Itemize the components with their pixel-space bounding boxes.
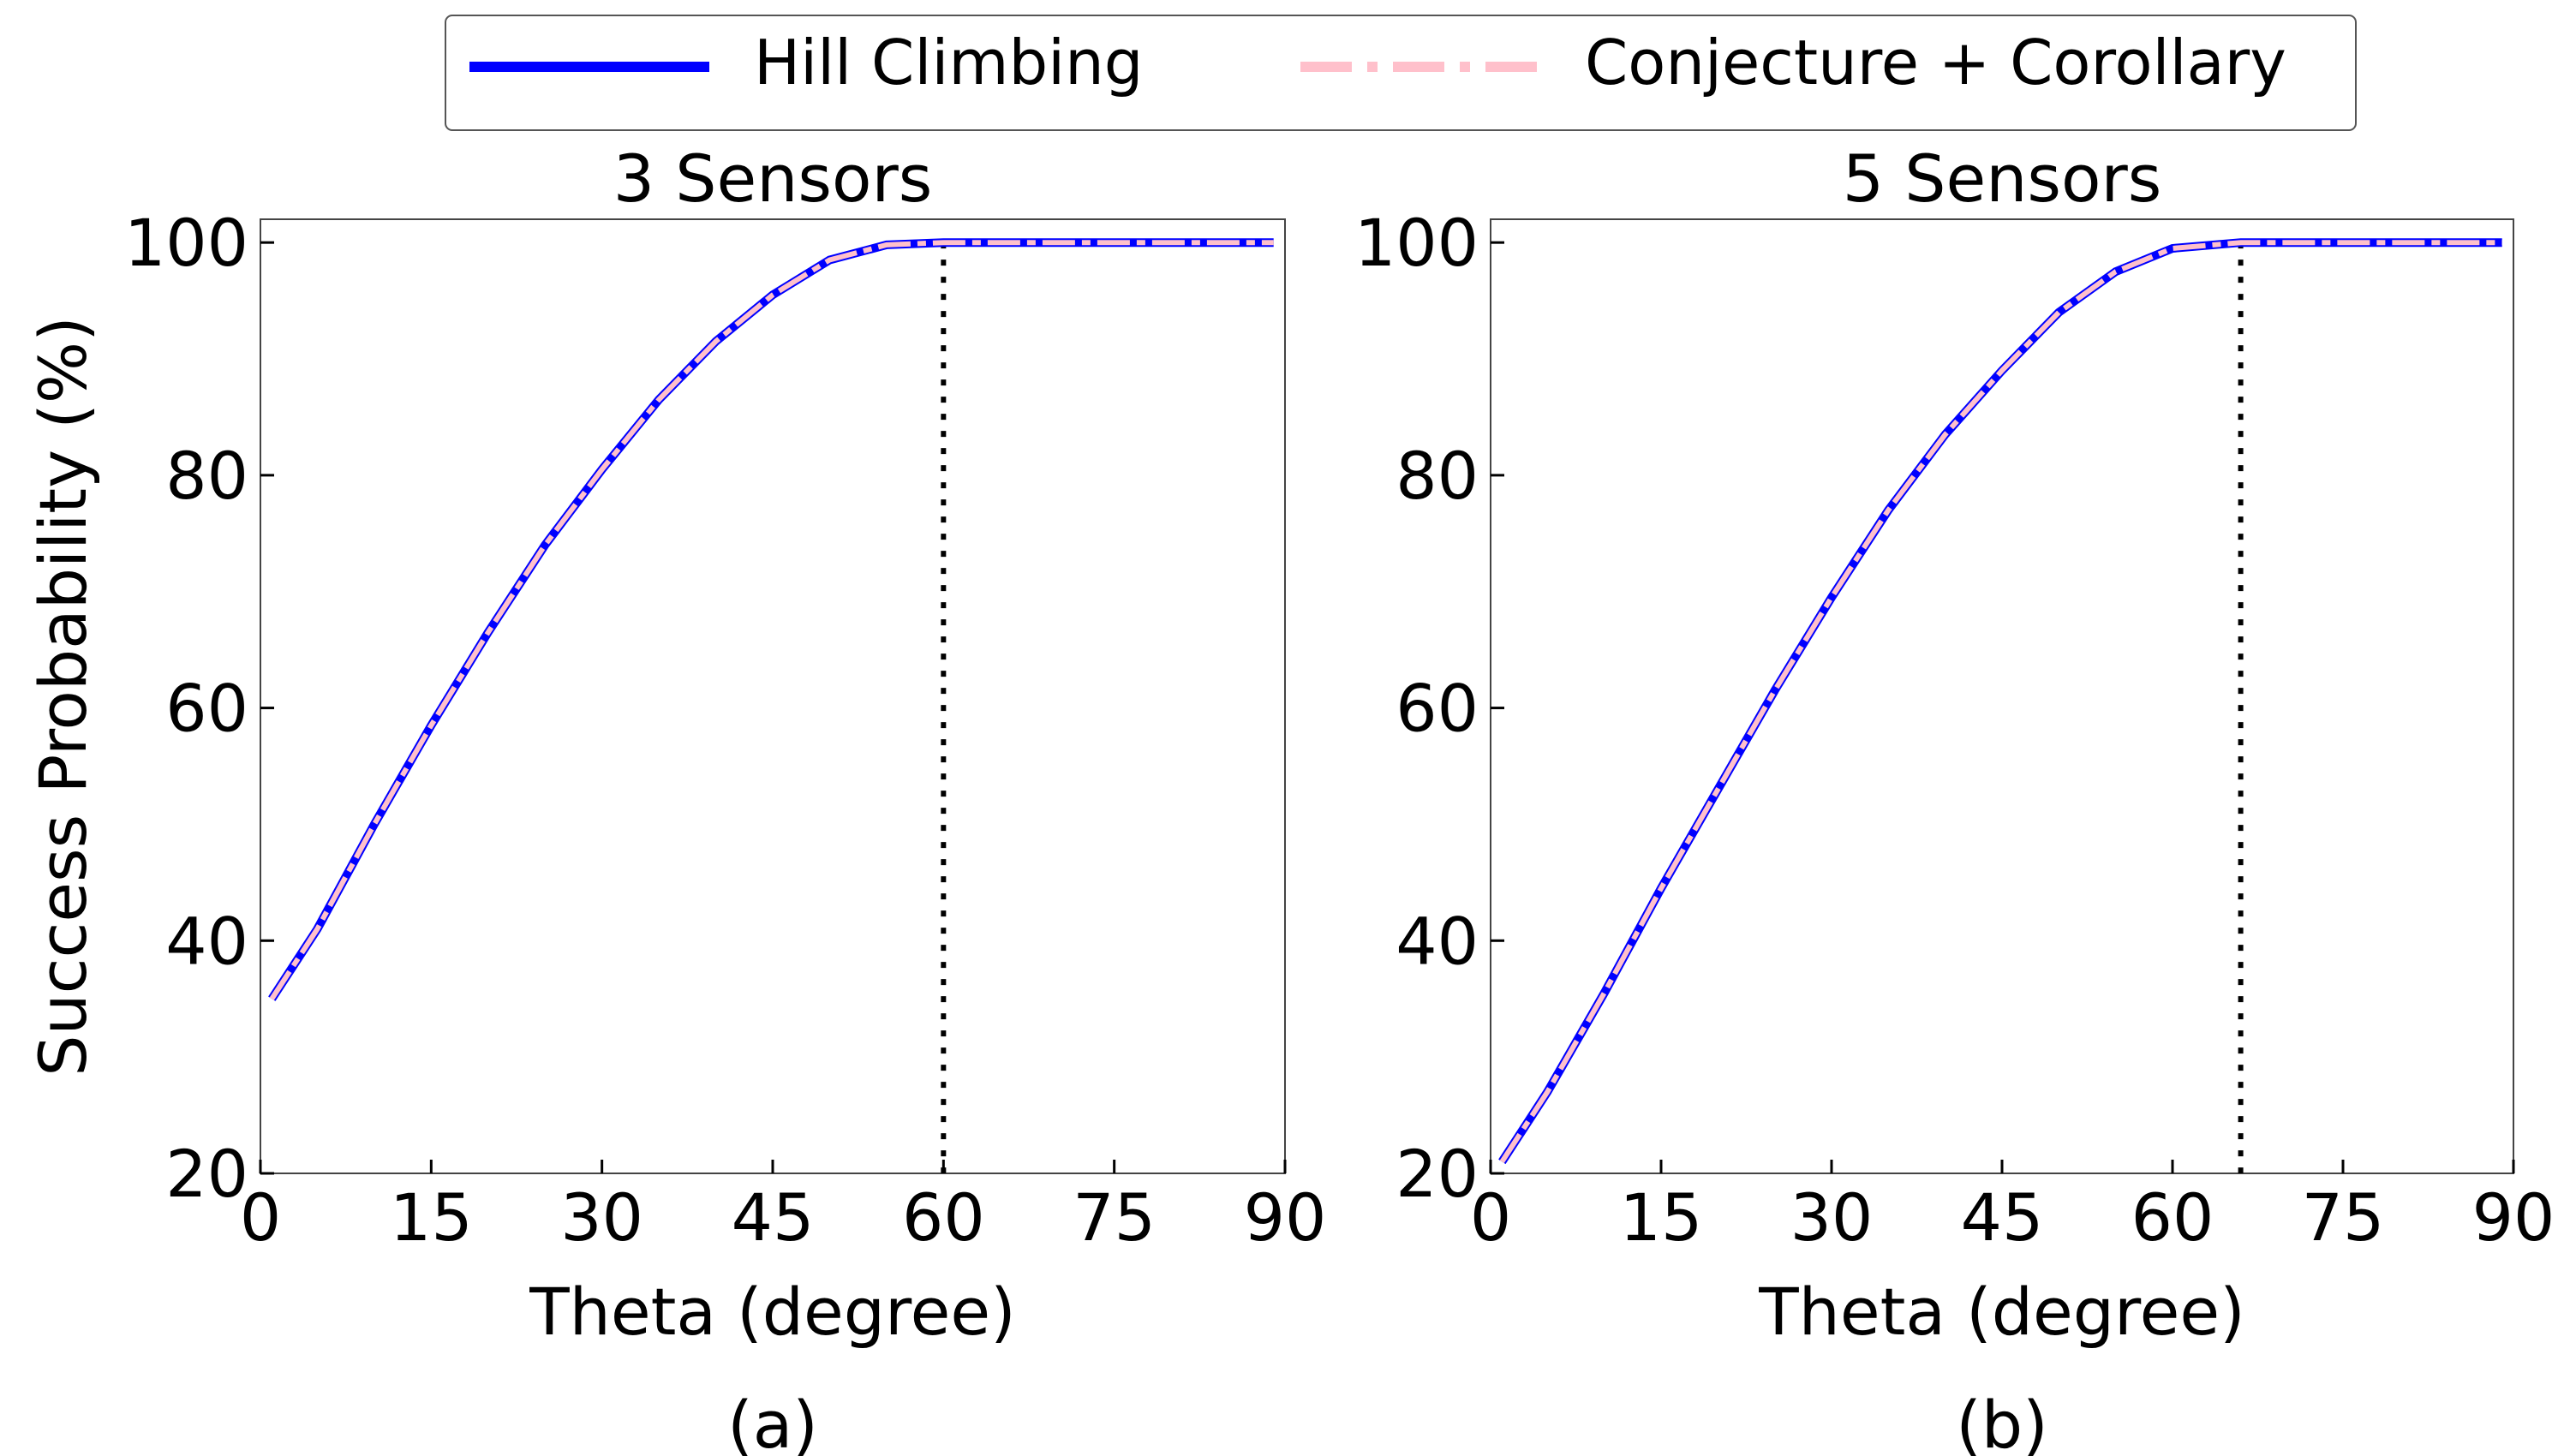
series-line-hill-climbing [268,238,1274,1001]
panel-caption: (a) [727,1387,818,1456]
x-tick-label: 0 [1470,1179,1511,1256]
y-tick-label: 80 [165,438,248,514]
y-tick-label: 40 [1396,903,1479,979]
y-tick-label: 80 [1396,438,1479,514]
series-line-hill-climbing [1498,238,2502,1165]
y-axis-label: Success Probability (%) [25,316,101,1077]
legend: Hill Climbing Conjecture + Corollary [445,15,2357,131]
legend-label-conjecture-corollary: Conjecture + Corollary [1585,27,2286,98]
x-tick-label: 75 [2302,1179,2385,1256]
plot-frame [260,218,1286,1174]
x-tick-label: 0 [240,1179,281,1256]
legend-frame [445,15,2357,131]
y-tick-label: 20 [1396,1136,1479,1212]
y-tick-label: 20 [165,1136,248,1212]
x-tick-label: 75 [1073,1179,1156,1256]
panel-caption: (b) [1956,1387,2048,1456]
x-tick-label: 30 [560,1179,643,1256]
x-tick-label: 90 [2472,1179,2555,1256]
panel-b-5-sensors: 5 Sensors (b) 0 15 30 45 60 75 90 20 40 60 80 100 T… [1354,140,2555,1456]
y-tick-label: 40 [165,903,248,979]
y-tick-label: 100 [124,205,248,281]
x-tick-label: 15 [1620,1179,1703,1256]
x-tick-label: 45 [732,1179,815,1256]
tick-group: 0 15 30 45 60 75 90 20 40 60 80 100 [124,205,1326,1256]
legend-label-hill-climbing: Hill Climbing [754,27,1144,98]
series-line-conjecture-corollary [1499,240,2502,1164]
x-tick-label: 60 [2131,1179,2214,1256]
y-tick-label: 60 [1396,671,1479,747]
x-axis-label: Theta (degree) [529,1274,1016,1350]
y-tick-label: 60 [165,671,248,747]
x-tick-label: 45 [1961,1179,2044,1256]
tick-group: 0 15 30 45 60 75 90 20 40 60 80 100 [1354,205,2555,1256]
series-line-conjecture-corollary [269,240,1274,1000]
panel-title: 5 Sensors [1843,140,2162,217]
x-tick-label: 60 [902,1179,985,1256]
x-tick-label: 90 [1244,1179,1327,1256]
y-tick-label: 100 [1354,205,1479,281]
panel-a-3-sensors: 3 Sensors (a) 0 15 30 45 60 75 90 20 40 60 80 100 T… [25,140,1326,1456]
x-tick-label: 30 [1790,1179,1874,1256]
panel-title: 3 Sensors [613,140,933,217]
x-tick-label: 15 [390,1179,473,1256]
plot-frame [1490,218,2514,1174]
x-axis-label: Theta (degree) [1758,1274,2245,1350]
